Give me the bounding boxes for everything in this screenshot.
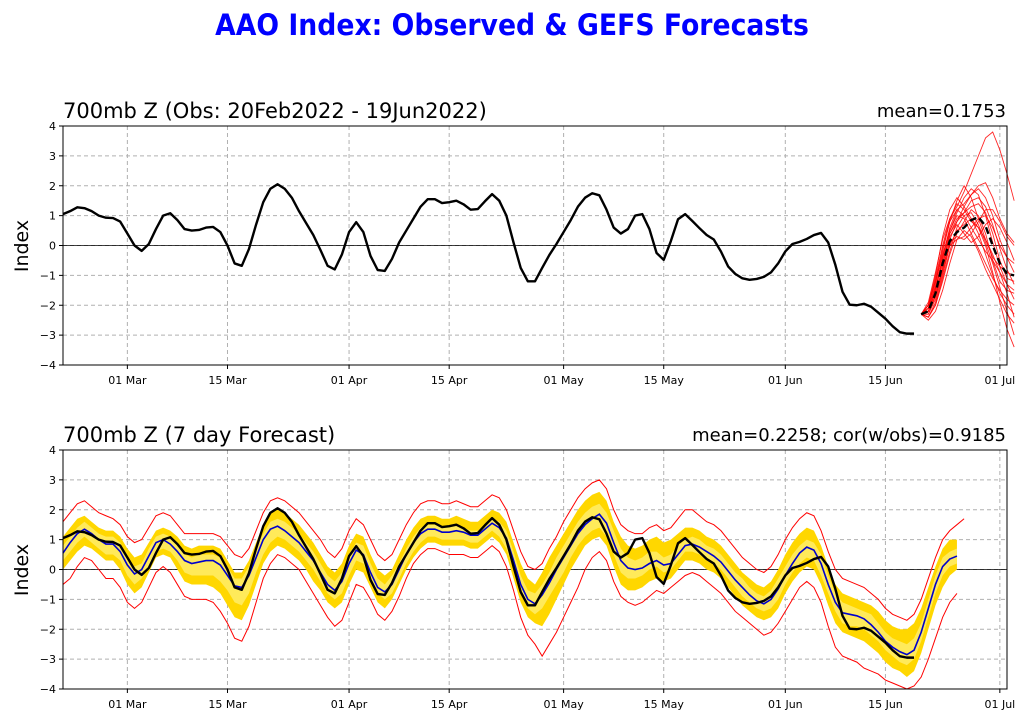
x-tick-label: 15 Apr: [431, 374, 468, 387]
ensemble-member-line: [920, 184, 1015, 315]
x-tick-label: 15 Jun: [868, 698, 903, 711]
observed-panel: 700mb Z (Obs: 20Feb2022 - 19Jun2022) mea…: [11, 99, 1015, 387]
y-tick-label: 3: [49, 150, 56, 163]
x-tick-label: 01 Mar: [108, 698, 147, 711]
plot-frame: [62, 449, 1008, 690]
y-tick-label: 2: [49, 180, 56, 193]
spread-band-inner: [63, 503, 957, 666]
ensemble-member-line: [921, 212, 1015, 336]
x-tick-label: 15 Mar: [208, 374, 247, 387]
member-max-line: [62, 479, 965, 621]
y-tick-label: −4: [40, 359, 56, 372]
y-tick-label: −2: [40, 299, 56, 312]
x-tick-label: 15 Apr: [431, 698, 468, 711]
ensemble-member-line: [920, 202, 1015, 315]
observed-panel-ylabel: Index: [11, 220, 33, 272]
ensemble-member-line: [920, 131, 1015, 315]
observed-line: [62, 507, 915, 659]
x-tick-label: 01 Jun: [768, 374, 803, 387]
x-tick-label: 01 Mar: [108, 374, 147, 387]
observed-panel-title: 700mb Z (Obs: 20Feb2022 - 19Jun2022): [63, 99, 487, 123]
x-tick-label: 01 May: [543, 374, 584, 387]
y-tick-label: −1: [40, 269, 56, 282]
x-tick-label: 15 Jun: [868, 374, 903, 387]
observed-panel-stat: mean=0.1753: [877, 101, 1006, 122]
observed-line: [62, 183, 915, 335]
ensemble-member-line: [920, 215, 1015, 315]
y-tick-label: 1: [49, 210, 56, 223]
y-tick-label: 2: [49, 504, 56, 517]
ensemble-member-line: [921, 217, 1015, 348]
main-title: AAO Index: Observed & GEFS Forecasts: [215, 8, 809, 42]
x-tick-label: 01 Jul: [984, 698, 1015, 711]
y-tick-label: −4: [40, 683, 56, 696]
y-tick-label: 4: [49, 120, 56, 133]
ensemble-member-line: [920, 182, 1015, 315]
y-tick-label: −3: [40, 329, 56, 342]
forecast-panel-title: 700mb Z (7 day Forecast): [63, 423, 335, 447]
member-min-line: [62, 544, 958, 690]
y-tick-label: −2: [40, 623, 56, 636]
y-tick-label: −1: [40, 593, 56, 606]
x-tick-label: 15 Mar: [208, 698, 247, 711]
ensemble-member-line: [921, 215, 1015, 315]
ensemble-mean-line: [920, 215, 1015, 316]
plot-frame: [62, 125, 1008, 366]
x-tick-label: 01 May: [543, 698, 584, 711]
x-tick-label: 01 Apr: [331, 698, 368, 711]
y-tick-label: 0: [49, 564, 56, 577]
forecast-panel-stat: mean=0.2258; cor(w/obs)=0.9185: [692, 425, 1006, 446]
x-tick-label: 01 Jun: [768, 698, 803, 711]
forecast-panel-ylabel: Index: [11, 544, 33, 596]
y-tick-label: 3: [49, 474, 56, 487]
y-tick-label: 0: [49, 240, 56, 253]
y-tick-label: −3: [40, 653, 56, 666]
y-tick-label: 1: [49, 534, 56, 547]
x-tick-label: 15 May: [644, 374, 685, 387]
ensemble-member-line: [921, 203, 1015, 315]
y-tick-label: 4: [49, 444, 56, 457]
forecast-panel: 700mb Z (7 day Forecast) mean=0.2258; co…: [11, 423, 1015, 711]
x-tick-label: 01 Jul: [984, 374, 1015, 387]
x-tick-label: 01 Apr: [331, 374, 368, 387]
x-tick-label: 15 May: [644, 698, 685, 711]
